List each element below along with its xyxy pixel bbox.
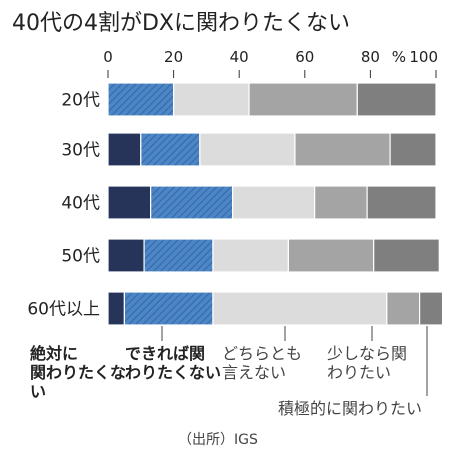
bar-segment <box>389 132 437 167</box>
legend-label: 絶対に関わりたくない <box>30 344 126 401</box>
bar-segment <box>212 291 388 326</box>
bar-segment <box>107 132 142 167</box>
bar-segment <box>123 291 214 326</box>
source-note: （出所）IGS <box>178 432 258 448</box>
bar-segment <box>248 82 358 117</box>
x-tick-label: 80 <box>361 48 380 66</box>
legend-label: 積極的に関わりたい <box>278 399 422 418</box>
bar-segment <box>287 238 375 273</box>
bar-segment <box>140 132 201 167</box>
bar-segment <box>199 132 296 167</box>
bar-segment <box>366 185 437 220</box>
bar-segment <box>107 291 125 326</box>
category-label: 20代 <box>61 91 100 111</box>
bar-segment <box>386 291 421 326</box>
bar-segment <box>419 291 444 326</box>
bar-segment <box>212 238 290 273</box>
bar-segment <box>314 185 368 220</box>
category-label: 50代 <box>61 247 100 267</box>
x-tick-label: 100 <box>409 48 438 66</box>
bars-group <box>107 82 444 326</box>
bar-segment <box>356 82 437 117</box>
x-tick-label: 40 <box>230 48 249 66</box>
bar-segment <box>143 238 214 273</box>
category-labels: 20代 30代 40代 50代 60代以上 <box>27 91 100 320</box>
legend-label: 少しなら関わりたい <box>327 344 407 382</box>
bar-segment <box>107 185 152 220</box>
category-label: 30代 <box>61 141 100 161</box>
bar-segment <box>107 238 145 273</box>
x-tick-label: 0 <box>103 48 113 66</box>
x-tick-label: 60 <box>295 48 314 66</box>
category-label: 40代 <box>61 194 100 214</box>
legend-label: どちらとも言えない <box>222 344 302 382</box>
bar-segment <box>232 185 316 220</box>
bar-segment <box>107 82 175 117</box>
bar-segment <box>373 238 440 273</box>
x-axis-ticks: 0 20 40 60 80 100 <box>103 48 438 78</box>
legend-labels: 絶対に関わりたくないできれば関わりたくないどちらとも言えない少しなら関わりたい積… <box>30 326 428 418</box>
x-tick-label: 20 <box>164 48 183 66</box>
bar-segment <box>150 185 234 220</box>
unit-label: % <box>392 48 406 66</box>
bar-segment <box>173 82 250 117</box>
chart-title: 40代の4割がDXに関わりたくない <box>12 11 350 36</box>
bar-segment <box>294 132 391 167</box>
category-label: 60代以上 <box>27 300 100 320</box>
legend-label: できれば関わりたくない <box>125 344 221 382</box>
